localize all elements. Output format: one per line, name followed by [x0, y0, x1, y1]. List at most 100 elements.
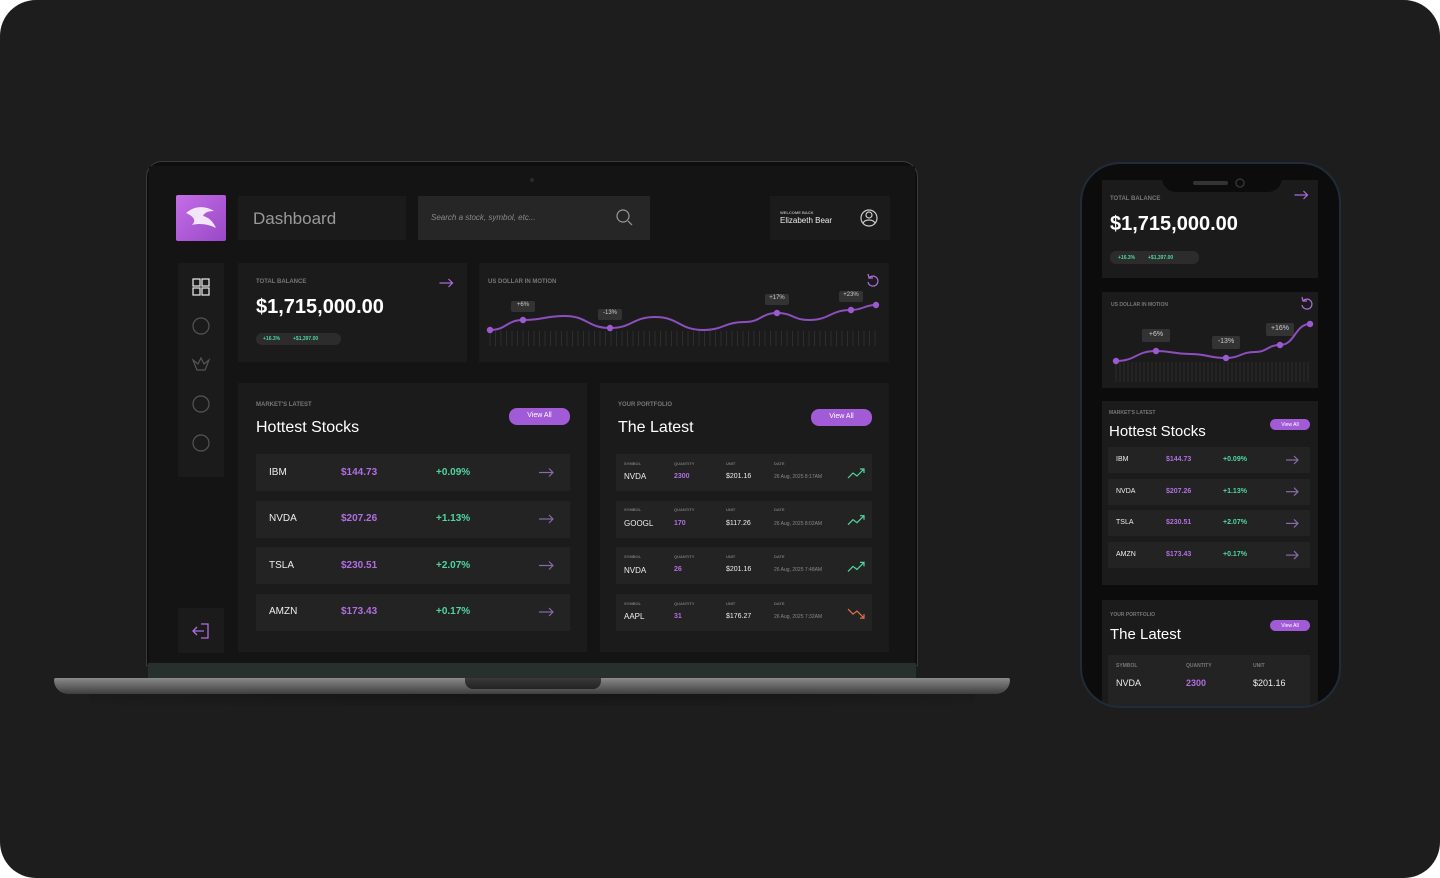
dashboard-icon — [201, 278, 210, 287]
chart-point — [519, 316, 527, 324]
user-icon — [865, 211, 873, 219]
user-name: Elizabeth Bear — [780, 216, 833, 226]
portfolio-unit: $176.27 — [726, 612, 752, 620]
chart-point — [1152, 347, 1160, 355]
chart-annotation: +23% — [843, 292, 859, 299]
chart-point — [847, 306, 855, 314]
stock-symbol: IBM — [1116, 455, 1129, 463]
arrow-icon — [548, 514, 554, 524]
stock-row[interactable] — [1108, 510, 1310, 537]
portfolio-unit: $201.16 — [726, 566, 752, 574]
portfolio-unit: $117.26 — [726, 519, 751, 527]
balance-change-percent: +16.3% — [263, 336, 281, 342]
stock-row[interactable] — [256, 593, 570, 631]
balance-amount: $1,715,000.00 — [1110, 213, 1238, 235]
view-all-label: View All — [1281, 421, 1299, 428]
chart-card — [1102, 292, 1318, 388]
laptop-shadow — [90, 694, 974, 706]
portfolio-unit: $201.16 — [726, 472, 752, 480]
chart-point — [1276, 341, 1284, 349]
stock-symbol: NVDA — [269, 513, 297, 524]
chart-annotation-pill — [511, 300, 535, 312]
arrow-icon — [1303, 190, 1309, 200]
stock-price: $230.51 — [1166, 519, 1192, 527]
column-header: UNIT — [726, 460, 736, 466]
stock-row[interactable] — [1108, 447, 1310, 473]
nav-icon — [192, 317, 210, 335]
chart-annotation: +16% — [1270, 324, 1290, 332]
portfolio-row[interactable] — [616, 594, 872, 632]
column-header: DATE — [774, 554, 785, 559]
stock-symbol: TSLA — [269, 559, 295, 571]
portfolio-quantity: 170 — [674, 519, 686, 527]
stock-row[interactable] — [1108, 542, 1310, 569]
nav-icon — [192, 434, 210, 452]
portfolio-quantity: 2300 — [674, 472, 690, 480]
latest-label: YOUR PORTFOLIO — [618, 402, 672, 409]
column-header: QUANTITY — [674, 460, 695, 466]
logo-mark — [186, 207, 216, 228]
column-header: QUANTITY — [1186, 663, 1212, 669]
stock-symbol: NVDA — [1116, 487, 1136, 495]
arrow-icon — [1293, 455, 1299, 465]
refresh-icon — [1301, 296, 1307, 302]
chart-title: US DOLLAR IN MOTION — [1111, 302, 1168, 308]
balance-change-pill — [1110, 251, 1199, 264]
stock-change: +0.17% — [436, 606, 471, 617]
chart-annotation: +6% — [1148, 330, 1164, 338]
nav-icon — [192, 395, 210, 413]
stock-change: +2.07% — [1223, 519, 1247, 527]
stock-symbol: AMZN — [269, 606, 298, 617]
search-box[interactable] — [418, 196, 650, 240]
column-header: QUANTITY — [674, 600, 695, 606]
portfolio-row[interactable] — [1108, 655, 1310, 708]
refresh-icon — [867, 275, 879, 287]
portfolio-quantity: 2300 — [1186, 677, 1207, 688]
chart-annotation: -13% — [602, 310, 617, 317]
hottest-title: Hottest Stocks — [256, 419, 360, 437]
column-header: SYMBOL — [624, 554, 642, 559]
column-header: QUANTITY — [674, 507, 695, 513]
laptop-notch — [465, 678, 601, 689]
portfolio-row[interactable] — [616, 500, 872, 538]
stock-row[interactable] — [256, 454, 570, 491]
view-all-label: View All — [829, 413, 854, 421]
stock-row[interactable] — [256, 547, 570, 584]
stock-row[interactable] — [1108, 478, 1310, 505]
chart-title: US DOLLAR IN MOTION — [488, 279, 557, 286]
balance-label: TOTAL BALANCE — [1110, 196, 1161, 203]
header-title: Dashboard — [253, 208, 337, 228]
column-header: SYMBOL — [624, 460, 642, 466]
view-all-button[interactable] — [811, 409, 872, 426]
stock-change: +1.13% — [1223, 487, 1247, 495]
chart-annotation-pill — [765, 293, 789, 305]
chart-annotation-pill — [1212, 335, 1240, 349]
view-all-button[interactable] — [1270, 419, 1310, 430]
stock-change: +0.09% — [1223, 455, 1247, 463]
chart-point — [872, 301, 880, 309]
chart-point — [486, 326, 494, 334]
view-all-button[interactable] — [509, 408, 570, 425]
hottest-label: MARKET'S LATEST — [256, 402, 312, 409]
stock-row[interactable] — [256, 500, 570, 538]
portfolio-row[interactable] — [616, 454, 872, 491]
phone-camera — [1235, 178, 1245, 188]
stock-symbol: IBM — [269, 466, 287, 478]
portfolio-date: 26 Aug, 2025 7:48AM — [774, 567, 823, 574]
chart-annotation-pill — [1142, 328, 1170, 342]
view-all-button[interactable] — [1270, 620, 1310, 631]
chart-annotation-pill — [1266, 322, 1294, 336]
portfolio-quantity: 26 — [674, 566, 682, 574]
trend-icon — [847, 468, 865, 479]
trend-icon — [847, 515, 865, 526]
trend-icon — [860, 614, 865, 619]
column-header: DATE — [774, 507, 785, 513]
stock-change: +1.13% — [436, 513, 471, 524]
chart-point — [606, 324, 614, 332]
portfolio-row[interactable] — [616, 547, 872, 585]
column-header: SYMBOL — [624, 507, 642, 513]
laptop-bottom-strip — [148, 663, 916, 679]
stock-price: $230.51 — [341, 559, 378, 571]
